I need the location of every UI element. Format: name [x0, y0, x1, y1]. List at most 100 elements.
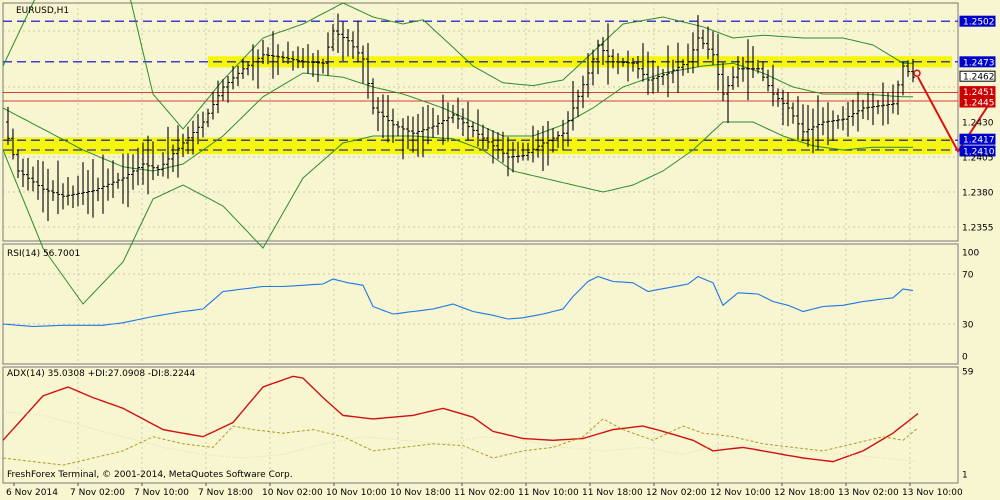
rsi-axis-label: 30: [962, 321, 974, 331]
ohlc-bar: [131, 154, 135, 190]
projection-path: [913, 69, 994, 154]
ohlc-bar: [386, 95, 390, 143]
ohlc-bar: [401, 118, 405, 160]
ohlc-bar: [31, 166, 35, 192]
ohlc-bar: [426, 104, 430, 145]
ohlc-bar: [691, 32, 695, 74]
ohlc-bar: [436, 115, 440, 135]
ohlc-bar: [156, 164, 160, 177]
ohlc-bar: [241, 58, 245, 79]
price-label-highlighted: 1.2410: [963, 148, 995, 158]
ohlc-bar: [206, 108, 210, 128]
ohlc-bar: [541, 125, 545, 172]
ohlc-bar: [146, 135, 150, 195]
ohlc-bar: [536, 130, 540, 158]
ohlc-bar: [416, 113, 420, 157]
price-label-highlighted: 1.2445: [963, 99, 995, 109]
ohlc-bar: [56, 160, 60, 215]
ohlc-bar: [461, 108, 465, 137]
price-label-highlighted: 1.2417: [963, 136, 995, 146]
ohlc-bar: [501, 131, 505, 163]
projection-line: [917, 76, 994, 154]
ohlc-bar: [116, 172, 120, 189]
ohlc-bar: [696, 15, 700, 67]
ohlc-bar: [806, 105, 810, 147]
time-axis-label: 11 Nov 18:00: [582, 488, 643, 498]
ohlc-bar: [676, 42, 680, 93]
adx-axis-label: 59: [962, 368, 974, 378]
ohlc-bar: [626, 50, 630, 82]
ohlc-bar: [376, 97, 380, 132]
rsi-panel-title: RSI(14) 56.7001: [7, 249, 80, 259]
ohlc-bar: [721, 62, 725, 102]
ohlc-bar: [111, 160, 115, 198]
rsi-line: [2, 275, 914, 328]
ohlc-bar: [466, 101, 470, 141]
ohlc-bar: [276, 44, 280, 76]
ohlc-bar: [506, 136, 510, 177]
ohlc-bar: [201, 111, 205, 138]
ohlc-bar: [726, 76, 730, 123]
ohlc-bar: [431, 107, 435, 138]
ohlc-bar: [481, 124, 485, 150]
ohlc-bar: [906, 60, 910, 77]
ohlc-bar: [406, 115, 410, 150]
ohlc-bar: [191, 120, 195, 155]
ohlc-bar: [251, 44, 255, 81]
ohlc-bar: [841, 106, 845, 131]
ohlc-bar: [361, 45, 365, 84]
adx-axis-label: 1: [962, 471, 968, 481]
horizontal-levels: [3, 20, 958, 151]
ohlc-bar: [876, 99, 880, 115]
adx-line: [2, 375, 919, 463]
ohlc-bar: [776, 88, 780, 107]
ohlc-bar: [861, 99, 865, 120]
ohlc-bar: [591, 49, 595, 86]
ohlc-bar: [856, 91, 860, 132]
ohlc-bar: [331, 24, 335, 52]
rsi-axis-label: 70: [962, 271, 974, 281]
indicator-lines: [2, 275, 919, 466]
ohlc-bar: [611, 49, 615, 69]
ohlc-bar: [686, 43, 690, 74]
time-axis-label: 10 Nov 18:00: [390, 488, 451, 498]
ohlc-bar: [871, 92, 875, 126]
ohlc-bar: [411, 116, 415, 153]
ohlc-bar: [646, 51, 650, 95]
ohlc-bar: [161, 152, 165, 177]
panel-frames: [2, 2, 959, 484]
ohlc-bar: [826, 102, 830, 146]
ohlc-bar: [561, 119, 565, 151]
ohlc-bar: [821, 107, 825, 136]
ohlc-bar: [346, 28, 350, 57]
price-bars: [6, 13, 915, 222]
ohlc-bar: [11, 128, 15, 160]
ohlc-bar: [216, 80, 220, 114]
ohlc-bar: [761, 61, 765, 82]
price-axis-label: 1.2405: [962, 154, 994, 164]
ohlc-bar: [681, 59, 685, 76]
ohlc-bar: [836, 114, 840, 129]
panel-frame-3: [2, 366, 959, 484]
ohlc-bar: [256, 49, 260, 89]
ohlc-bar: [81, 162, 85, 205]
ohlc-bar: [636, 55, 640, 79]
ohlc-bar: [281, 51, 285, 63]
ohlc-bar: [621, 57, 625, 67]
plus-di-line: [2, 418, 919, 466]
price-label-highlighted: 1.2462: [963, 73, 995, 83]
price-label-box: [959, 145, 996, 157]
ohlc-bar: [316, 50, 320, 82]
ohlc-bar: [96, 177, 100, 202]
ohlc-bar: [341, 21, 345, 62]
ohlc-bar: [106, 168, 110, 201]
ohlc-bar: [186, 126, 190, 154]
ohlc-bar: [736, 56, 740, 88]
ohlc-bar: [456, 97, 460, 129]
ohlc-bar: [586, 53, 590, 98]
projection-start-marker: [913, 69, 921, 77]
ohlc-bar: [531, 125, 535, 163]
ohlc-bar: [86, 169, 90, 215]
ohlc-bar: [601, 37, 605, 65]
ohlc-bar: [901, 61, 905, 96]
